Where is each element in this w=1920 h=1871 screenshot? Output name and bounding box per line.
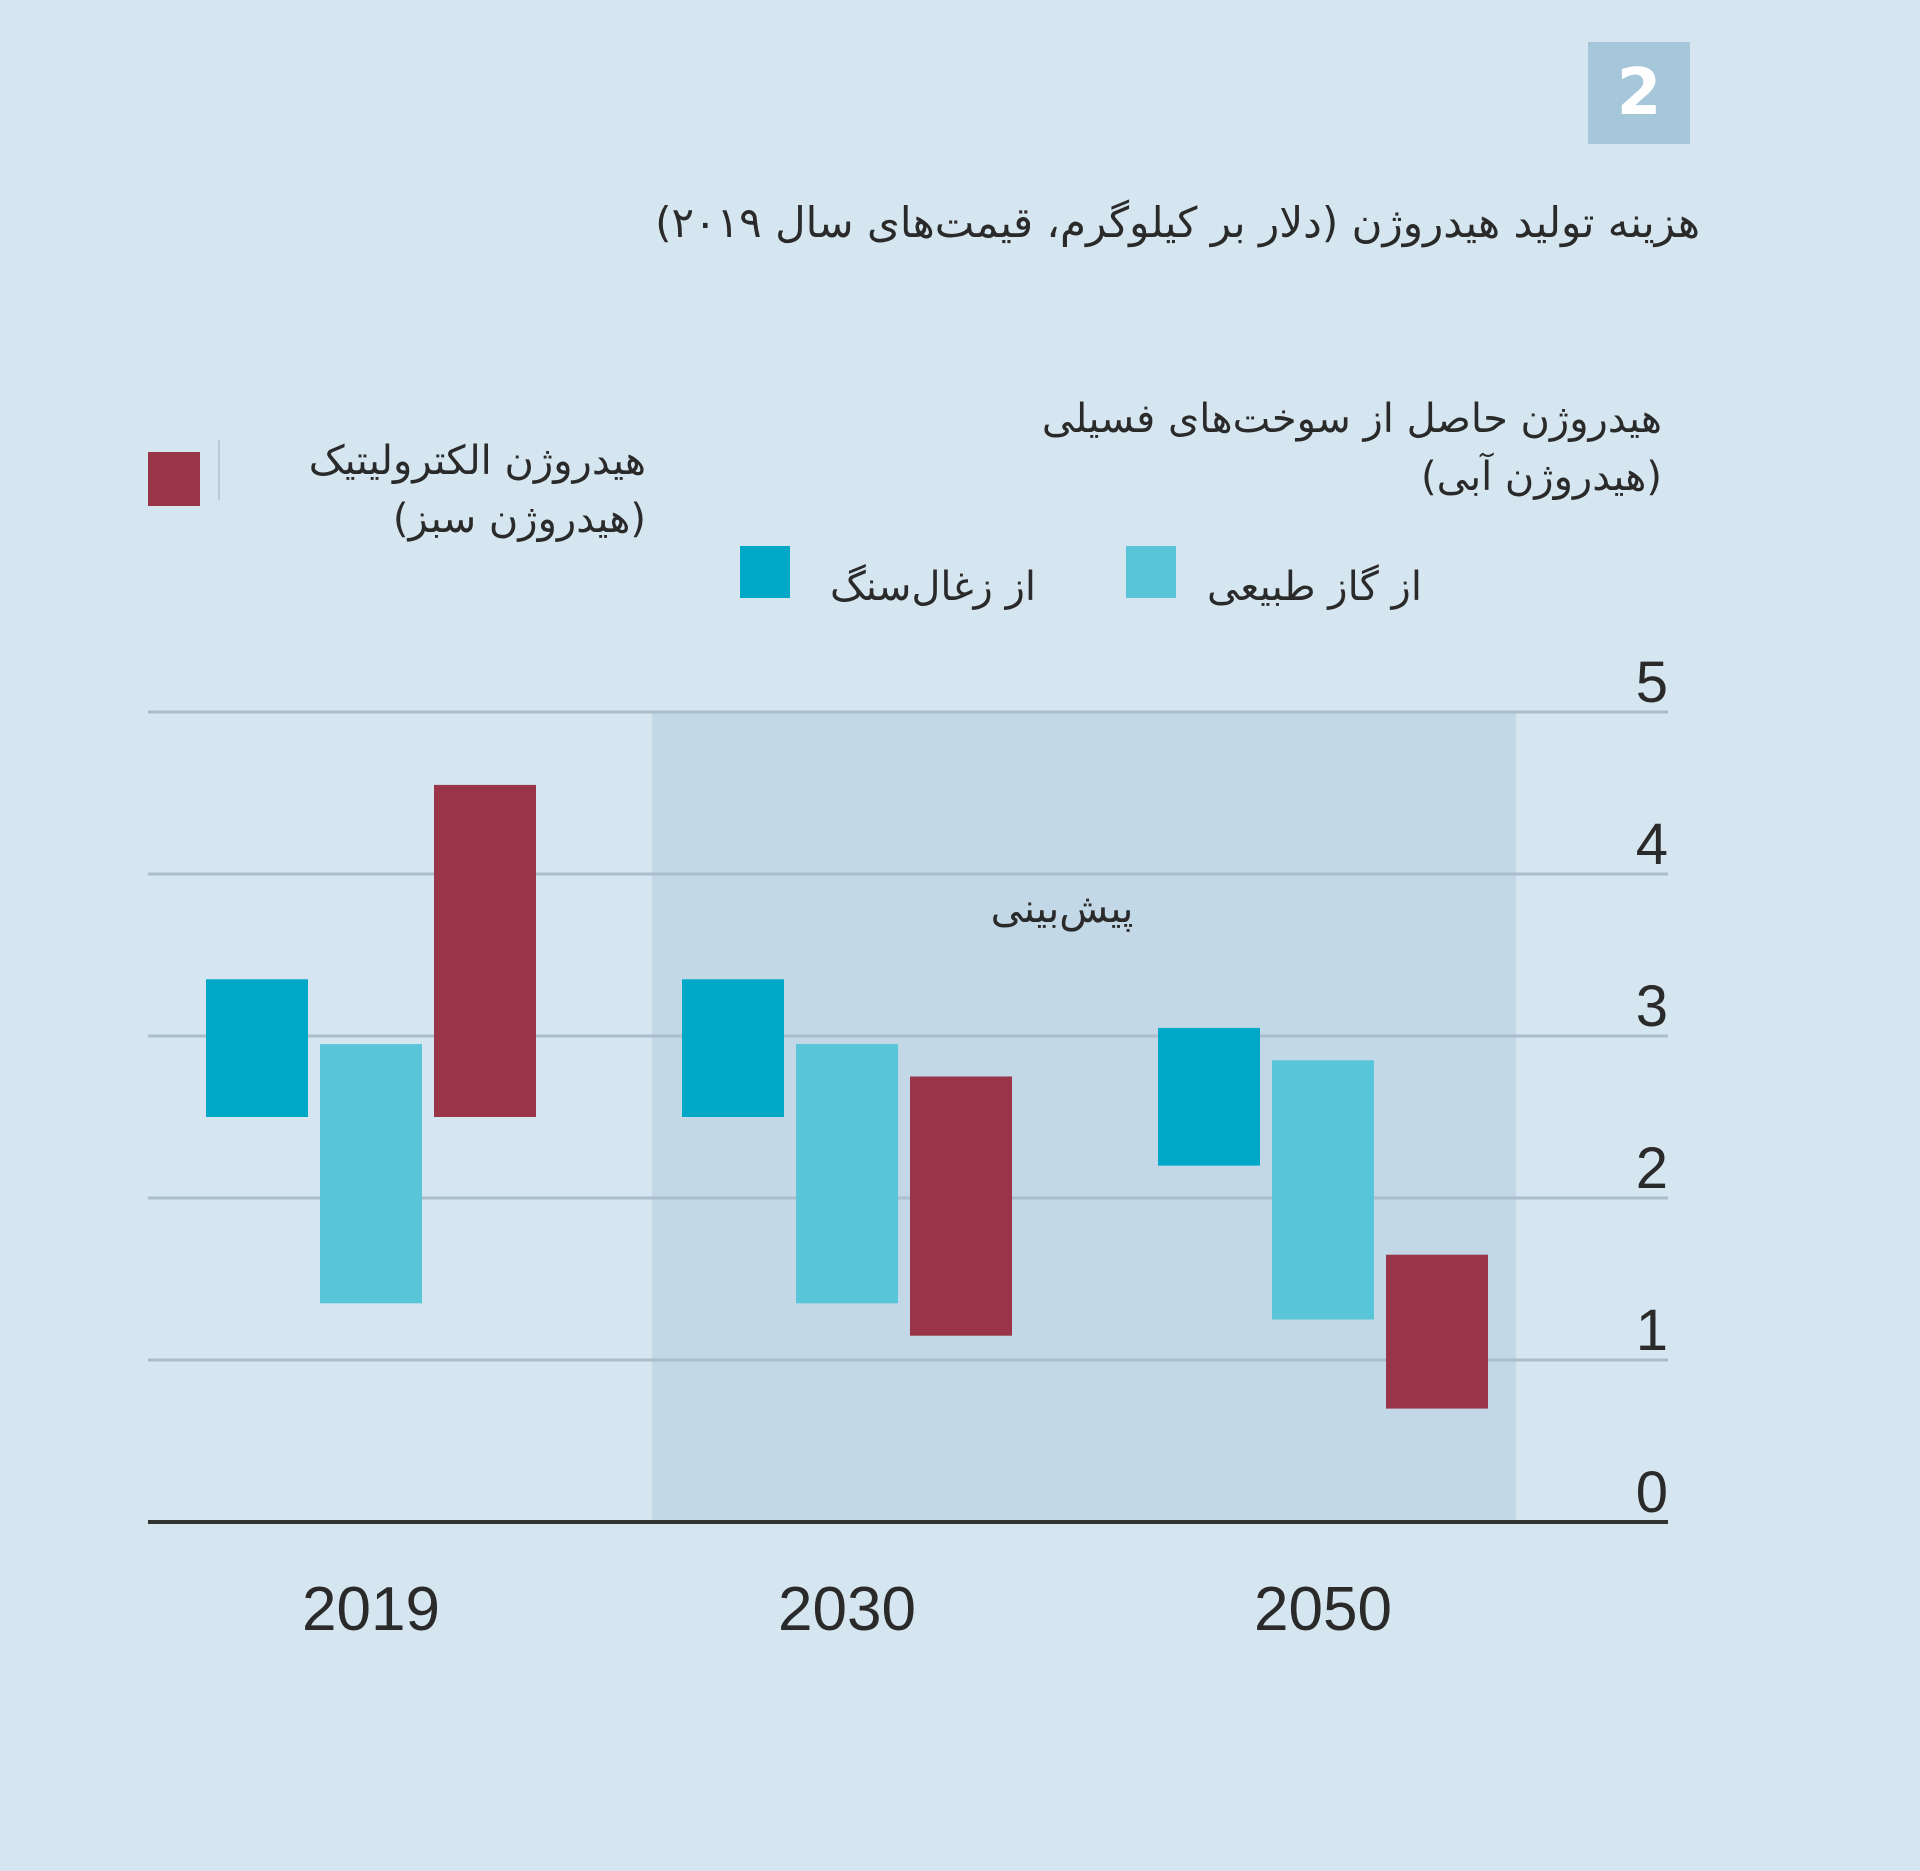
legend-natural-gas-label: از گاز طبیعی bbox=[1206, 564, 1422, 610]
y-tick-label: 1 bbox=[1636, 1298, 1668, 1363]
bar-natural_gas-2030 bbox=[796, 1044, 898, 1304]
legend-electrolytic-line2: (هیدروژن سبز) bbox=[392, 496, 646, 542]
legend-natural-gas-swatch bbox=[1126, 546, 1176, 598]
y-tick-label: 3 bbox=[1636, 974, 1668, 1039]
x-category-label: 2050 bbox=[1254, 1575, 1392, 1644]
bar-electrolytic-2030 bbox=[910, 1076, 1012, 1336]
bar-natural_gas-2019 bbox=[320, 1044, 422, 1304]
legend-coal-swatch bbox=[740, 546, 790, 598]
y-tick-label: 2 bbox=[1636, 1136, 1668, 1201]
bar-coal-2050 bbox=[1158, 1027, 1260, 1166]
y-tick-label: 0 bbox=[1636, 1460, 1668, 1525]
figure-number-badge: 2 bbox=[1588, 42, 1690, 144]
y-tick-label: 4 bbox=[1636, 812, 1668, 877]
bar-natural_gas-2050 bbox=[1272, 1060, 1374, 1320]
bar-coal-2030 bbox=[682, 979, 784, 1117]
bar-electrolytic-2019 bbox=[434, 784, 536, 1117]
legend-electrolytic-swatch bbox=[148, 452, 200, 506]
legend-electrolytic-line1: هیدروژن الکترولیتیک bbox=[308, 438, 646, 484]
legend-fossil-heading-line1: هیدروژن حاصل از سوخت‌های فسیلی bbox=[1041, 396, 1662, 442]
x-category-label: 2030 bbox=[778, 1575, 916, 1644]
legend-coal-label: از زغال‌سنگ bbox=[829, 564, 1036, 610]
legend-divider bbox=[218, 440, 220, 500]
chart-title: هزینه تولید هیدروژن (دلار بر کیلوگرم، قی… bbox=[655, 198, 1700, 247]
bar-coal-2019 bbox=[206, 979, 308, 1117]
forecast-label: پیش‌بینی bbox=[991, 886, 1134, 932]
bar-electrolytic-2050 bbox=[1386, 1254, 1488, 1409]
y-tick-label: 5 bbox=[1636, 650, 1668, 715]
x-category-label: 2019 bbox=[302, 1575, 440, 1644]
legend-fossil-heading-line2: (هیدروژن آبی) bbox=[1421, 454, 1662, 500]
